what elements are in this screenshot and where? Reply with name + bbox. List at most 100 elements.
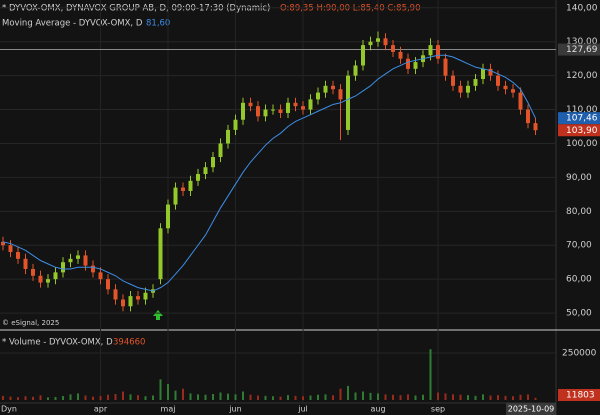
- volume-bar: [519, 394, 522, 400]
- y-tick-label: 70,00: [566, 241, 592, 251]
- volume-bar: [302, 396, 304, 400]
- volume-bar: [84, 395, 87, 400]
- volume-bar: [384, 394, 387, 400]
- candle-body: [293, 102, 298, 107]
- candle-body: [368, 41, 373, 46]
- candle-body: [496, 75, 500, 86]
- last-date-label: 2025-10-09: [508, 405, 555, 414]
- close-last-label: 103,90: [566, 126, 598, 136]
- volume-bar: [24, 396, 27, 400]
- volume-bar: [144, 396, 147, 400]
- y-tick-label: 50,00: [566, 309, 592, 319]
- volume-bar: [399, 395, 402, 400]
- candle-body: [481, 68, 485, 80]
- candle-body: [413, 62, 418, 69]
- candle-body: [316, 92, 320, 100]
- candle-body: [361, 45, 365, 66]
- candle-body: [488, 68, 493, 76]
- volume-bar: [459, 394, 462, 400]
- candle-body: [331, 85, 335, 90]
- y-tick-label: 90,00: [566, 173, 592, 183]
- y-tick-label: 140,00: [566, 3, 598, 13]
- volume-bar: [47, 397, 49, 400]
- candle-body: [436, 45, 440, 59]
- candle-body: [1, 241, 5, 246]
- candle-body: [173, 187, 178, 205]
- candle-body: [338, 89, 343, 100]
- close-last-box: [558, 124, 600, 137]
- volume-bar: [422, 394, 424, 400]
- volume-bar: [204, 394, 207, 400]
- last-date-box: [506, 403, 556, 415]
- candle-body: [248, 102, 253, 107]
- y-tick-label: 110,00: [566, 105, 598, 115]
- volume-bar: [129, 394, 132, 400]
- signal-arrow: [153, 310, 163, 320]
- candle-body: [241, 102, 245, 120]
- candle-body: [301, 106, 305, 110]
- volume-bar: [347, 385, 349, 400]
- volume-bar: [122, 391, 124, 400]
- volume-bar: [467, 395, 469, 400]
- volume-bar: [279, 396, 282, 400]
- candle-body: [31, 268, 35, 276]
- x-tick-label: maj: [161, 405, 176, 414]
- candle-body: [211, 157, 215, 168]
- volume-bar: [362, 391, 364, 400]
- reference-box: [558, 43, 600, 56]
- y-tick-label: 100,00: [566, 139, 598, 149]
- ma-label: Moving Average - DYVOX-OMX, D: [2, 19, 143, 29]
- candle-body: [83, 255, 88, 266]
- volume-bar: [437, 392, 439, 400]
- candle-body: [383, 38, 388, 46]
- x-tick-label: apr: [94, 405, 108, 414]
- candle-body: [308, 99, 313, 110]
- candle-body: [226, 129, 230, 144]
- candle-body: [53, 272, 58, 280]
- candle-body: [533, 123, 538, 131]
- y-tick-label: 250000: [562, 348, 597, 358]
- candle-body: [526, 109, 530, 124]
- volume-bar: [429, 349, 432, 400]
- candle-body: [518, 92, 523, 110]
- candle-body: [188, 180, 193, 191]
- candle-body: [181, 187, 185, 191]
- candle-body: [158, 228, 163, 280]
- candle-body: [443, 58, 448, 76]
- volume-bar: [309, 395, 312, 400]
- volume-bar: [2, 395, 4, 400]
- reference-label: 127,69: [566, 45, 598, 55]
- x-tick-label: aug: [370, 405, 385, 414]
- volume-bar: [474, 395, 477, 400]
- candle-body: [91, 265, 95, 273]
- y-tick-label: 120,00: [566, 71, 598, 81]
- volume-bar: [392, 394, 394, 400]
- volume-last-label: 11803: [566, 391, 595, 401]
- volume-bar: [489, 395, 492, 400]
- volume-label: * Volume - DYVOX-OMX, D: [2, 338, 113, 348]
- volume-bar: [39, 395, 42, 400]
- candle-body: [8, 245, 13, 253]
- source: © eSignal, 2025: [2, 319, 59, 327]
- candle-body: [398, 51, 403, 59]
- ma-last-label: 107,46: [566, 114, 598, 124]
- candle-body: [23, 258, 28, 269]
- volume-bar: [407, 394, 409, 400]
- volume-bar: [317, 394, 319, 400]
- candle-body: [473, 79, 478, 86]
- volume-value: 394660: [113, 338, 145, 348]
- volume-bar: [92, 396, 94, 400]
- volume-bar: [9, 396, 12, 400]
- volume-bar: [287, 395, 289, 400]
- volume-bar: [182, 388, 184, 400]
- candle-body: [278, 109, 283, 113]
- volume-bar: [69, 394, 72, 400]
- candle-body: [451, 75, 455, 86]
- x-tick-label: jun: [228, 405, 241, 414]
- volume-bar: [339, 388, 342, 400]
- volume-bar: [324, 394, 327, 400]
- candle-body: [256, 106, 260, 117]
- volume-bar: [272, 396, 274, 400]
- volume-bar: [227, 393, 229, 400]
